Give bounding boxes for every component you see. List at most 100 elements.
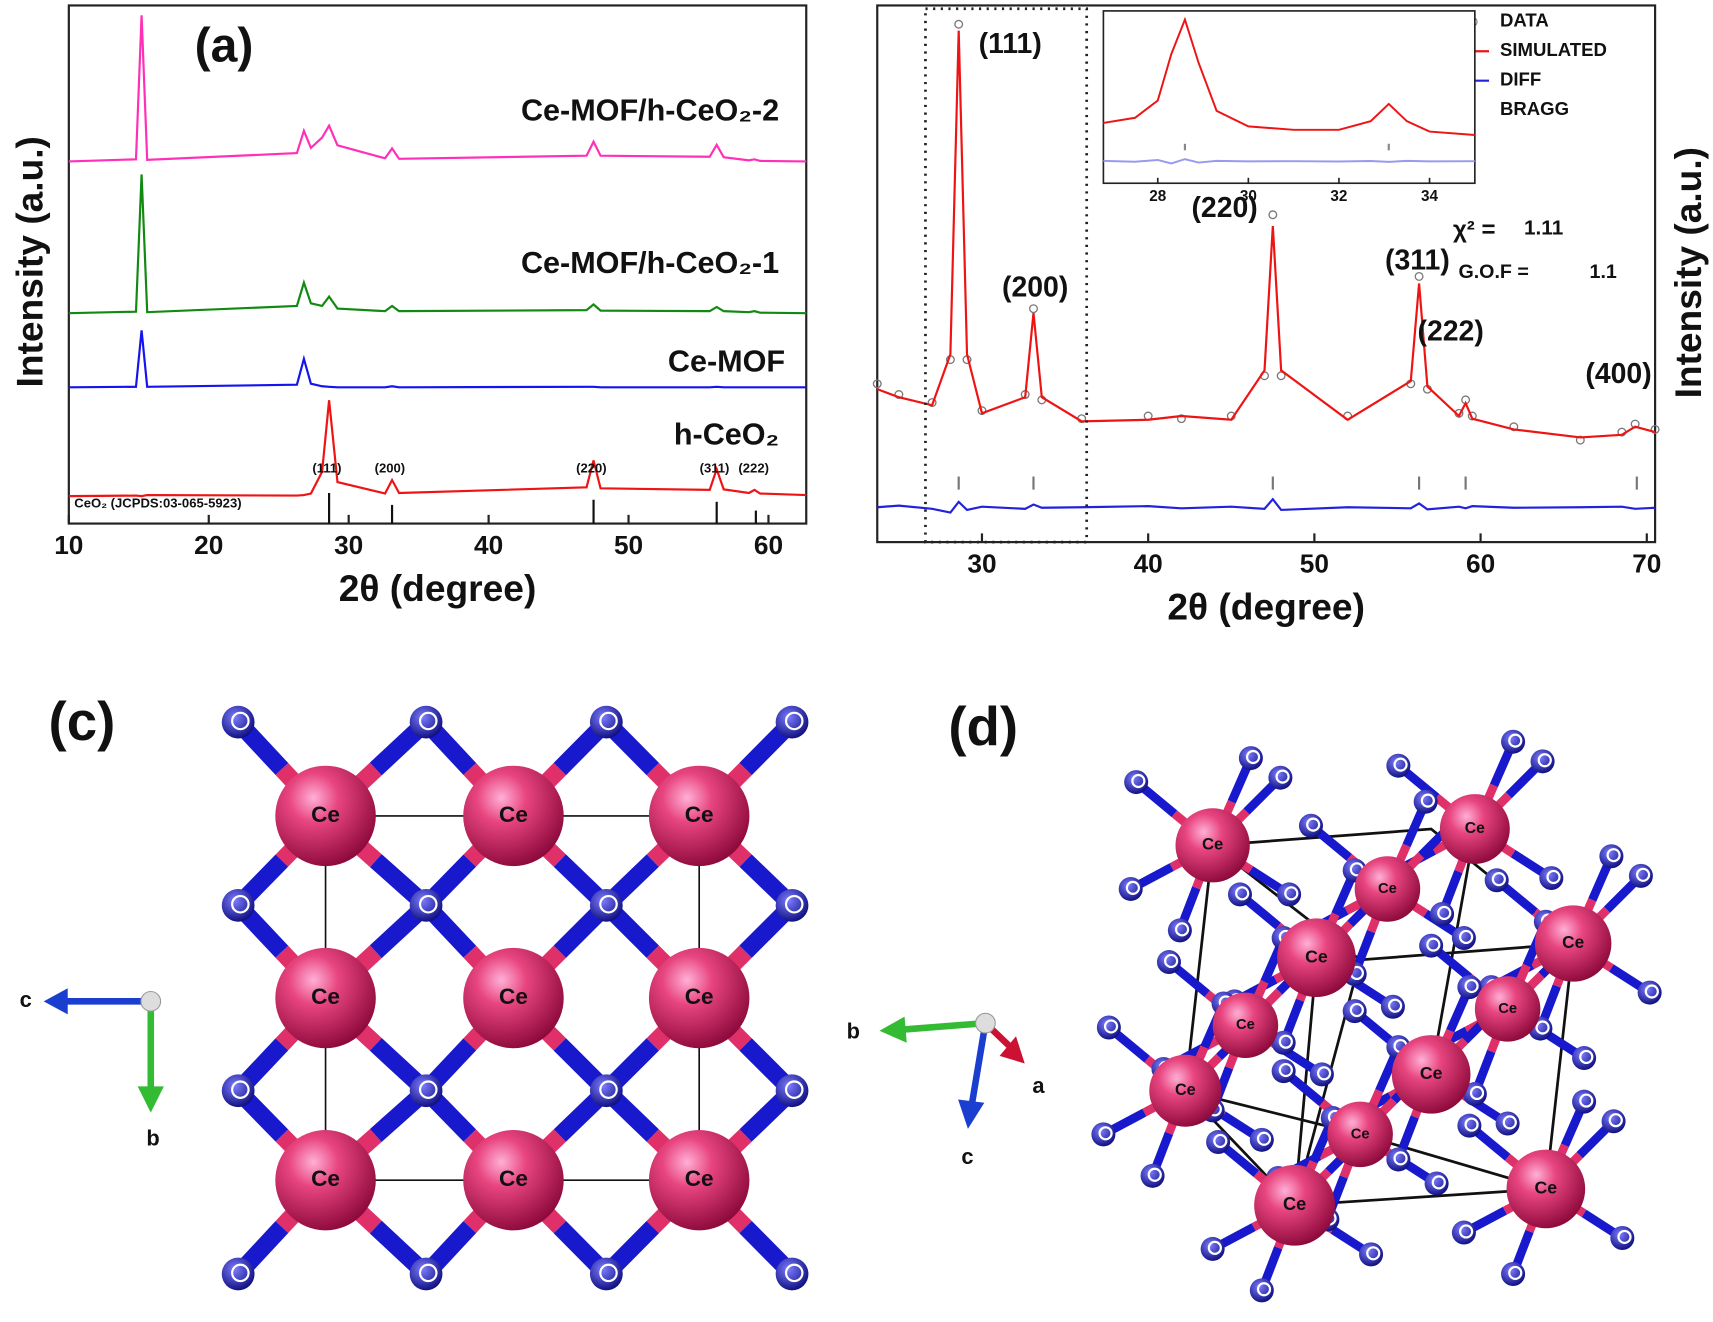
data-point: [872, 379, 882, 389]
legend-label: BRAGG: [1500, 98, 1569, 119]
ce-atom: Ce: [1534, 905, 1612, 982]
o-atom: [589, 888, 623, 922]
o-atom: [409, 705, 443, 739]
atom-label: Ce: [499, 802, 528, 827]
panel-label: (a): [195, 20, 254, 73]
axis-arrowhead: [879, 1016, 907, 1043]
ce-sphere: [648, 947, 750, 1049]
ce-sphere: [463, 1130, 564, 1231]
ce-atom: Ce: [1439, 794, 1510, 864]
o-ring: [231, 894, 250, 914]
o-ring: [1349, 1002, 1364, 1018]
o-ring: [1306, 817, 1321, 832]
atom-label: Ce: [1283, 1194, 1306, 1214]
data-point: [1509, 422, 1519, 432]
series-label: Ce-MOF/h-CeO₂-1: [521, 246, 779, 280]
atom-label: Ce: [499, 984, 528, 1009]
o-ring: [1366, 1246, 1381, 1261]
axis-arrowhead: [999, 1036, 1025, 1064]
axis-origin: [975, 1012, 996, 1034]
o-ring: [1458, 1224, 1474, 1239]
ce-atom: Ce: [1175, 808, 1250, 883]
o-atom: [221, 1074, 255, 1108]
data-point: [1176, 414, 1186, 424]
x-tick-label: 70: [1632, 549, 1661, 579]
ce-atom: Ce: [1327, 1101, 1393, 1168]
x-tick-label: 60: [754, 530, 783, 560]
series-line: [1103, 158, 1475, 165]
axis-arrow: [901, 1019, 986, 1033]
o-atom: [589, 1257, 623, 1291]
o-atom: [409, 1257, 443, 1291]
o-atom: [589, 705, 623, 739]
data-point: [927, 398, 937, 408]
x-tick-label: 40: [474, 530, 503, 560]
o-atom: [775, 1074, 809, 1108]
atom-label: Ce: [1305, 946, 1328, 966]
o-ring: [784, 1080, 804, 1099]
ce-sphere: [648, 765, 750, 867]
o-ring: [599, 894, 618, 914]
plot-frame: [67, 4, 808, 525]
o-ring: [1606, 848, 1621, 863]
series-line: [876, 30, 1656, 439]
o-ring: [1213, 1133, 1228, 1149]
data-point: [1268, 210, 1278, 220]
o-ring: [1393, 757, 1408, 772]
ce-sphere: [1534, 905, 1612, 982]
data-point: [1029, 304, 1038, 314]
reference-peak-label: (200): [375, 461, 406, 476]
structure-c: (c) Ce Ce Ce Ce Ce Ce Ce Ce Ce c b: [20, 691, 809, 1291]
o-atom: [221, 888, 255, 922]
o-ring: [1147, 1167, 1162, 1182]
o-ring: [1284, 886, 1299, 901]
data-point: [1467, 411, 1477, 421]
x-tick-label: 50: [1300, 549, 1329, 579]
fit-label: χ² =: [1453, 217, 1496, 244]
x-tick-label: 30: [1240, 188, 1257, 205]
x-tick-label: 50: [614, 530, 643, 560]
x-tick-label: 40: [1134, 549, 1163, 579]
ce-sphere: [275, 1130, 376, 1231]
ce-sphere: [275, 947, 376, 1049]
series-label: Ce-MOF/h-CeO₂-2: [521, 93, 779, 127]
o-atom: [409, 1074, 443, 1108]
series-line: [877, 497, 1656, 514]
o-atom: [589, 1074, 623, 1108]
x-tick-label: 60: [1466, 549, 1495, 579]
peak-annotation: (311): [1385, 244, 1450, 276]
axis-origin: [140, 990, 162, 1012]
o-ring: [1431, 1175, 1446, 1190]
o-ring: [1508, 733, 1523, 748]
series-label: Ce-MOF: [668, 344, 785, 378]
fit-label: G.O.F =: [1458, 261, 1528, 283]
ce-sphere: [1212, 992, 1279, 1059]
o-ring: [1535, 1020, 1550, 1035]
data-point: [1650, 424, 1660, 434]
ce-sphere: [463, 947, 564, 1049]
x-axis-label: 2θ (degree): [1167, 586, 1365, 628]
fit-value: 1.1: [1590, 261, 1617, 283]
o-ring: [1207, 1240, 1222, 1255]
o-ring: [1464, 978, 1479, 994]
legend-label: SIMULATED: [1500, 39, 1607, 60]
ce-atom: Ce: [275, 947, 376, 1049]
atom-label: Ce: [1175, 1081, 1196, 1099]
atom-label: Ce: [1562, 932, 1584, 952]
o-ring: [418, 711, 438, 731]
ce-sphere: [1149, 1054, 1222, 1127]
o-ring: [1537, 753, 1552, 768]
atom-label: Ce: [685, 984, 714, 1009]
o-ring: [784, 711, 804, 731]
o-atom: [775, 1257, 809, 1291]
ce-atom: Ce: [275, 1130, 376, 1231]
ce-atom: Ce: [463, 765, 564, 867]
reference-peak-label: (220): [576, 461, 607, 476]
o-atom: [775, 888, 809, 922]
axis-name: b: [146, 1126, 159, 1151]
reference-peak-label: (311): [700, 461, 730, 476]
reference-label: CeO₂ (JCPDS:03-065-5923): [74, 495, 241, 510]
atom-label: Ce: [1465, 820, 1485, 837]
o-ring: [1387, 998, 1403, 1013]
